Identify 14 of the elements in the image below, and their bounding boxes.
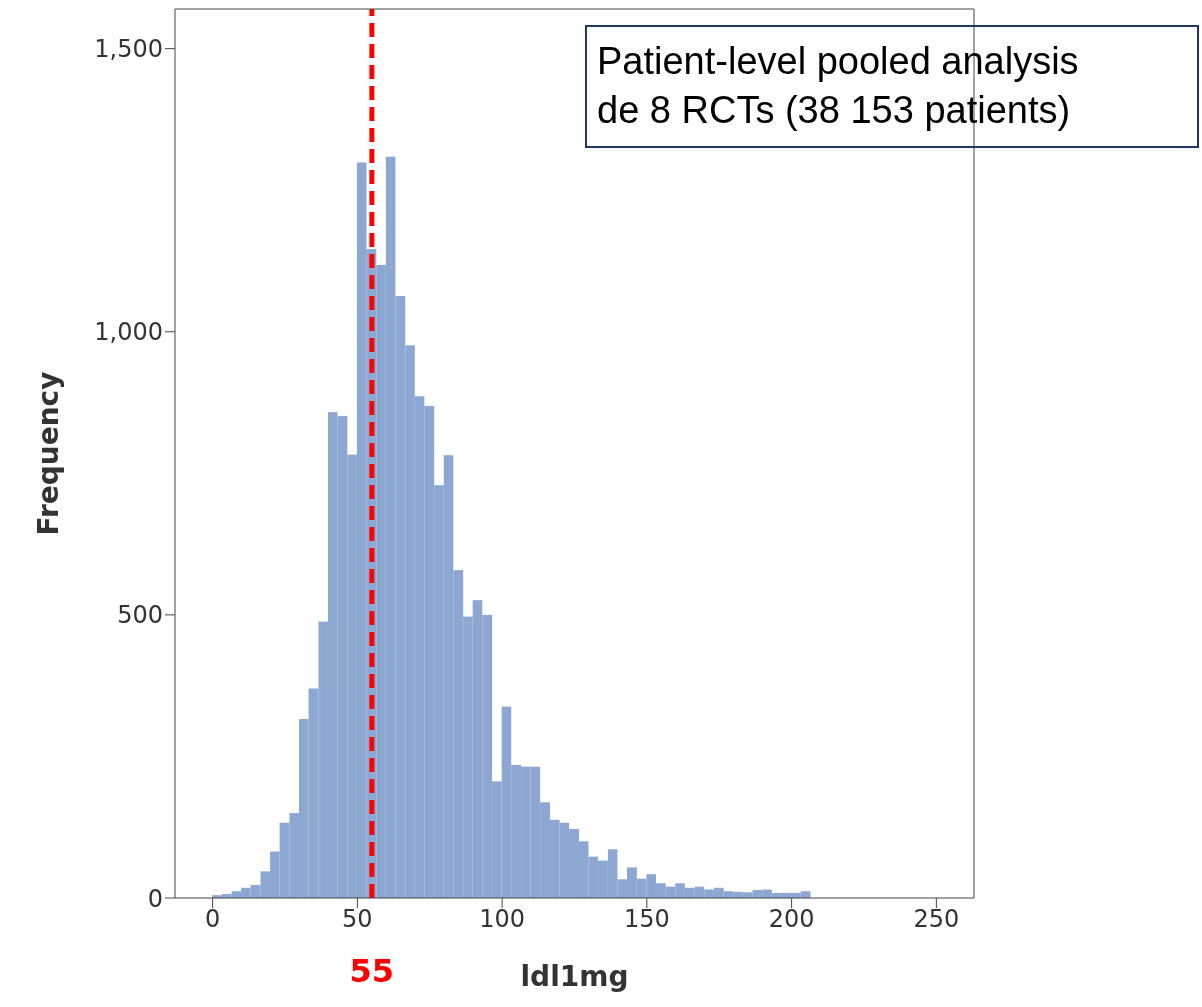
x-tick-label: 150 [623, 905, 670, 934]
y-tick-label: 1,000 [94, 318, 163, 347]
x-tick-label: 250 [913, 905, 960, 934]
x-axis-title: ldl1mg [520, 960, 629, 993]
x-tick-label: 50 [342, 905, 373, 934]
x-tick-label: 100 [479, 905, 526, 934]
y-tick-label: 1,500 [94, 35, 163, 64]
y-tick-label: 0 [147, 884, 163, 913]
y-axis-title: Frequency [31, 371, 65, 536]
annotation: Patient-level pooled analysis de 8 RCTs (38 153 patients) [585, 25, 1199, 148]
ref-line-label: 55 [349, 952, 395, 990]
x-tick-label: 200 [768, 905, 815, 934]
y-tick-label: 500 [117, 601, 163, 630]
x-tick-label: 0 [204, 905, 221, 934]
